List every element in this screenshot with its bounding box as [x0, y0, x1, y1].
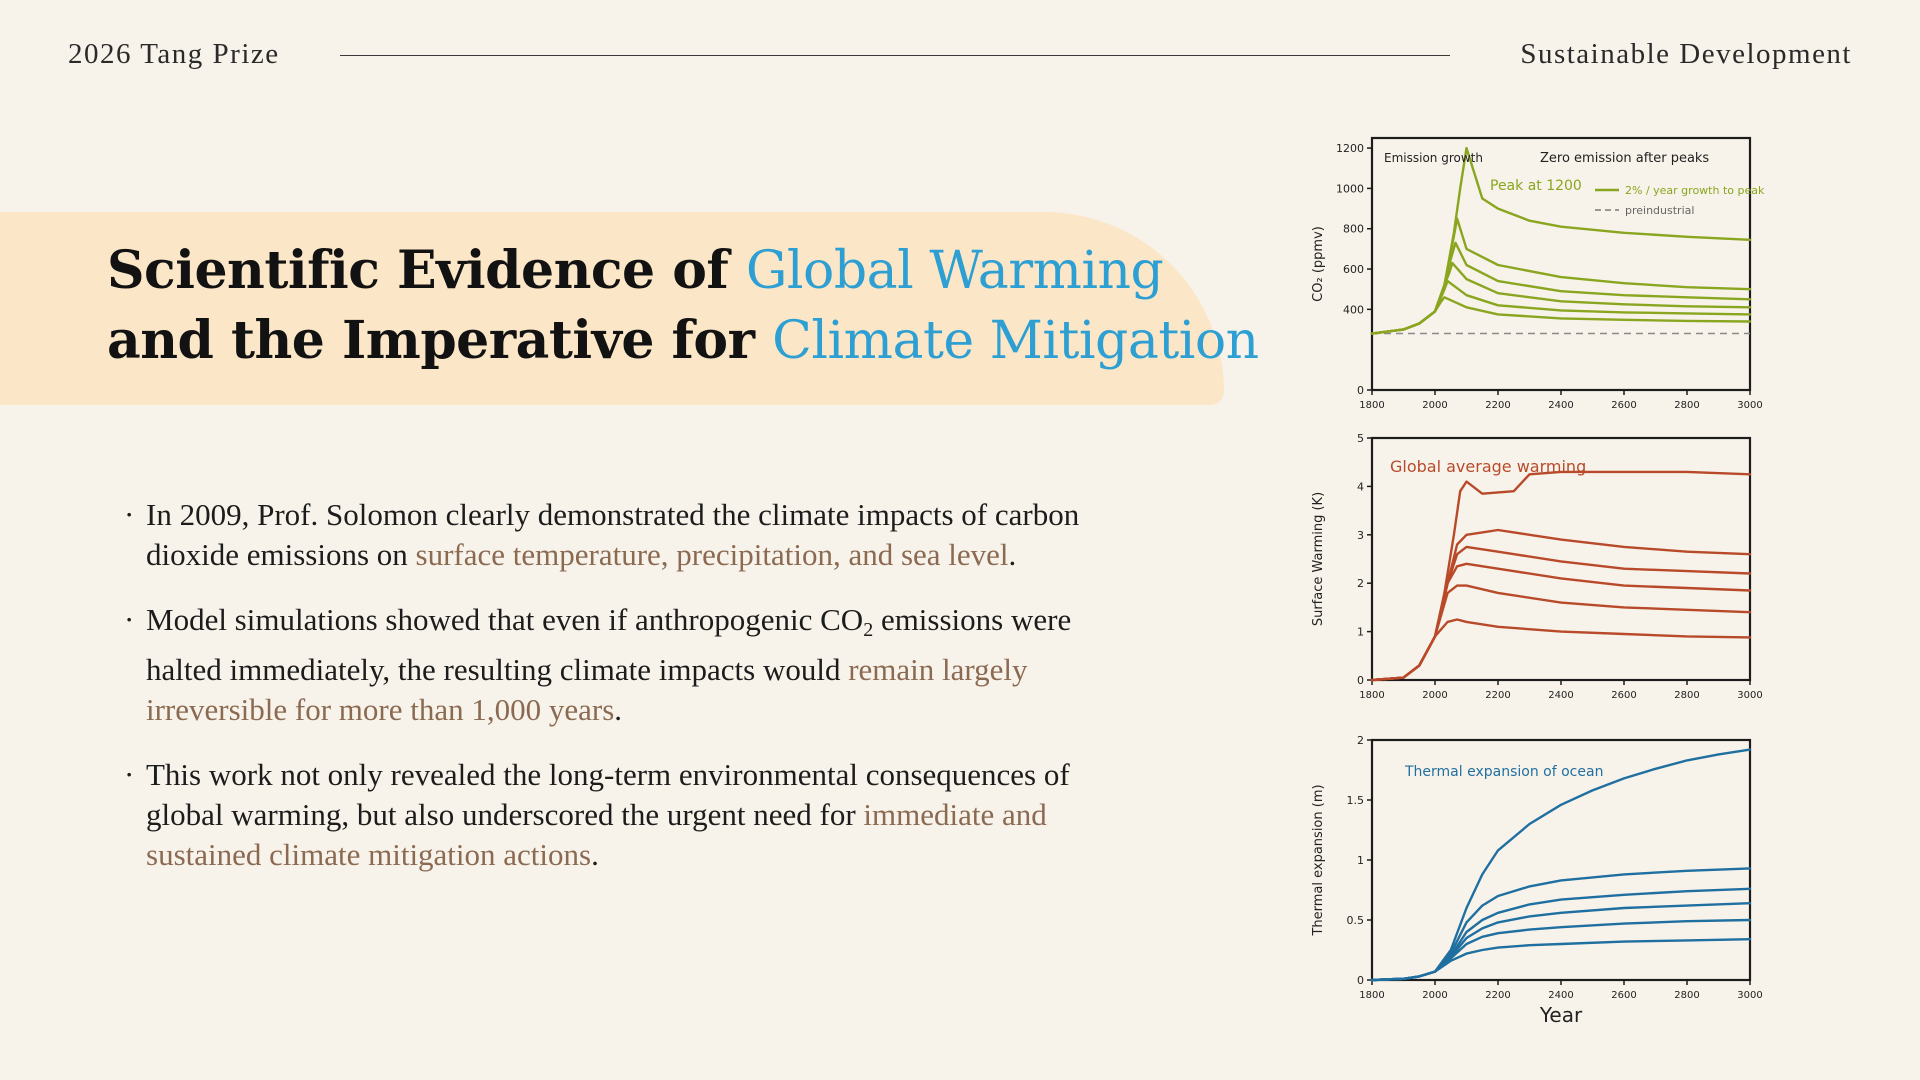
bullet-text: 2: [863, 619, 874, 641]
series-line: [1370, 562, 1752, 682]
y-tick-label: 3: [1357, 529, 1364, 542]
series-line: [1370, 545, 1752, 682]
x-tick-label: 2800: [1674, 690, 1699, 701]
chart-annotation: Emission growth: [1384, 151, 1483, 165]
x-tick-label: 2200: [1485, 690, 1510, 701]
series-line: [1370, 938, 1752, 982]
bullet-text: .: [591, 837, 599, 872]
bullet-text: emissions were halted immediately, the r…: [146, 602, 1072, 687]
bullet-list: · In 2009, Prof. Solomon clearly demonstr…: [124, 495, 1114, 900]
series-line: [1370, 887, 1752, 982]
x-tick-label: 2600: [1611, 400, 1636, 411]
y-tick-label: 0: [1357, 974, 1364, 987]
bullet-text: This work not only revealed the long-ter…: [146, 757, 1070, 832]
x-tick-label: 2400: [1548, 400, 1573, 411]
title-line2-highlight: Climate Mitigation: [772, 311, 1259, 371]
x-tick-label: 3000: [1737, 690, 1762, 701]
bullet-highlight: surface temperature, precipitation, and …: [415, 537, 1009, 572]
bullet-highlight: remain largely irreversible for more tha…: [146, 652, 1028, 727]
chart-annotation: Peak at 1200: [1490, 178, 1582, 194]
y-tick-label: 5: [1357, 432, 1364, 445]
x-axis-label: Year: [1539, 1003, 1583, 1027]
page-title: Scientific Evidence of Global Warming an…: [107, 236, 1259, 376]
title-line1-highlight: Global Warming: [745, 241, 1164, 301]
series-line: [1370, 902, 1752, 982]
y-tick-label: 1.5: [1347, 794, 1365, 807]
y-tick-label: 600: [1343, 263, 1364, 276]
y-tick-label: 2: [1357, 734, 1364, 747]
header-right-text: Sustainable Development: [1520, 38, 1852, 70]
chart-annotation: Thermal expansion of ocean: [1404, 764, 1603, 780]
legend-label: 2% / year growth to peak: [1625, 184, 1765, 197]
x-tick-label: 3000: [1737, 400, 1762, 411]
x-tick-label: 2200: [1485, 400, 1510, 411]
bullet-item: · In 2009, Prof. Solomon clearly demonstr…: [124, 495, 1114, 575]
x-tick-label: 2400: [1548, 690, 1573, 701]
y-axis-label: CO₂ (ppmv): [1311, 226, 1326, 302]
bullet-dot-icon: ·: [124, 497, 135, 532]
y-tick-label: 0: [1357, 384, 1364, 397]
y-tick-label: 0.5: [1347, 914, 1365, 927]
chart-annotation: Zero emission after peaks: [1540, 151, 1709, 166]
title-band: [0, 212, 1224, 405]
x-tick-label: 3000: [1737, 990, 1762, 1001]
bullet-item: · Model simulations showed that even if a…: [124, 600, 1114, 730]
y-tick-label: 0: [1357, 674, 1364, 687]
chart-annotation: Global average warming: [1390, 457, 1586, 476]
series-line: [1370, 618, 1752, 682]
bullet-text: .: [614, 692, 623, 727]
y-tick-label: 1: [1357, 626, 1364, 639]
y-tick-label: 800: [1343, 223, 1364, 236]
bullet-dot-icon: ·: [124, 757, 135, 792]
y-axis-label: Thermal expansion (m): [1311, 784, 1326, 936]
y-tick-label: 400: [1343, 303, 1364, 316]
y-tick-label: 2: [1357, 577, 1364, 590]
x-tick-label: 2000: [1422, 690, 1447, 701]
title-line2-prefix: and the Imperative for: [107, 310, 773, 371]
series-line: [1370, 867, 1752, 982]
y-axis-label: Surface Warming (K): [1311, 492, 1326, 626]
series-line: [1370, 528, 1752, 682]
x-tick-label: 1800: [1359, 690, 1384, 701]
x-tick-label: 2800: [1674, 400, 1699, 411]
x-tick-label: 2600: [1611, 690, 1636, 701]
x-tick-label: 2400: [1548, 990, 1573, 1001]
bullet-text: .: [1008, 537, 1017, 572]
x-tick-label: 1800: [1359, 400, 1384, 411]
bullet-dot-icon: ·: [124, 602, 135, 637]
y-tick-label: 1: [1357, 854, 1364, 867]
y-tick-label: 1000: [1336, 182, 1364, 195]
bullet-highlight: immediate and sustained climate mitigati…: [146, 797, 1047, 872]
x-tick-label: 2000: [1422, 990, 1447, 1001]
bullet-item: · This work not only revealed the long-te…: [124, 755, 1114, 875]
chart-frame: [1370, 136, 1752, 392]
y-tick-label: 1200: [1336, 142, 1364, 155]
series-line: [1370, 296, 1752, 335]
legend-label: preindustrial: [1625, 204, 1694, 217]
series-line: [1370, 748, 1752, 982]
header-left-text: 2026 Tang Prize: [68, 38, 280, 70]
bullet-text: In 2009, Prof. Solomon clearly demonstra…: [146, 497, 1080, 572]
x-tick-label: 2800: [1674, 990, 1699, 1001]
bullet-text: Model simulations showed that even if an…: [146, 602, 864, 637]
y-tick-label: 4: [1357, 480, 1364, 493]
series-line: [1370, 918, 1752, 982]
x-tick-label: 2000: [1422, 400, 1447, 411]
x-tick-label: 2200: [1485, 990, 1510, 1001]
x-tick-label: 1800: [1359, 990, 1384, 1001]
x-tick-label: 2600: [1611, 990, 1636, 1001]
header-divider: [340, 55, 1450, 56]
title-line1-prefix: Scientific Evidence of: [107, 240, 746, 301]
